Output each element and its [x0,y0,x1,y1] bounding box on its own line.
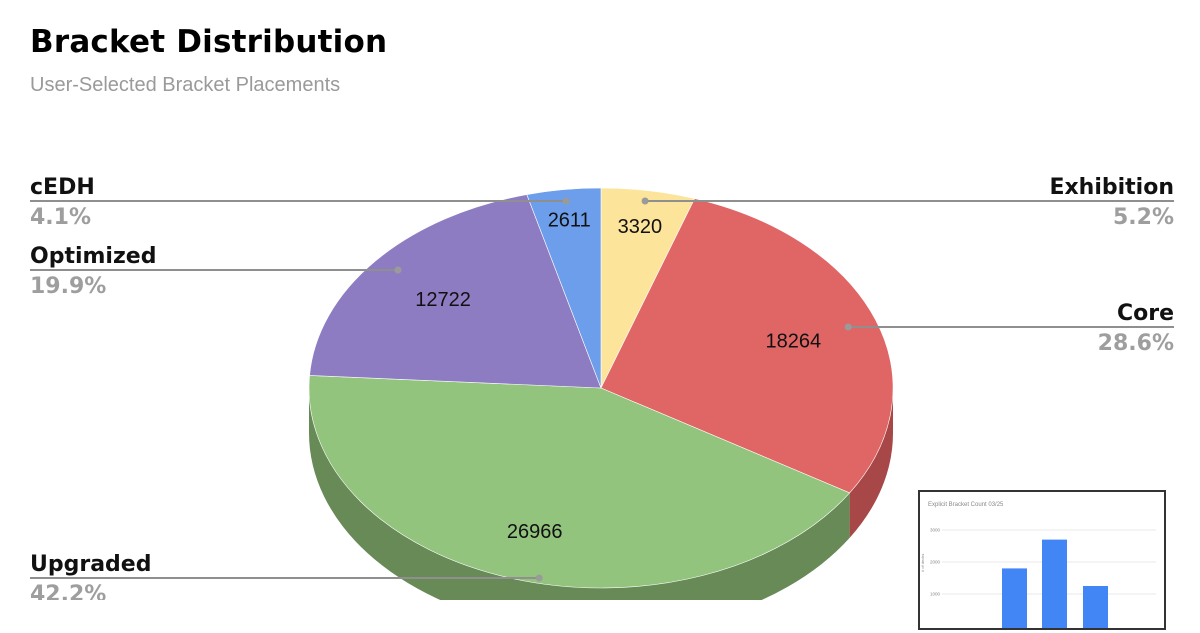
inset-bars [1002,539,1108,633]
inset-bar [1083,586,1108,633]
legend-name-upgraded: Upgraded [30,552,151,577]
callout-dot-exhibition [641,197,649,205]
inset-bar [1042,539,1067,633]
pie-chart: 3320 18264 26966 12722 2611 Exhibition 5.2% Co… [30,175,1174,600]
pie-value-upgraded: 26966 [507,521,563,543]
pie-sides [309,388,893,600]
legend-name-exhibition: Exhibition [1049,175,1174,200]
inset-y-tick: 2000 [930,560,941,565]
callout-dot-optimized [394,266,402,274]
pie-slice-cedh [526,187,602,389]
pie-top [308,187,894,589]
callout-dot-core [844,323,852,331]
pie-callouts: Exhibition 5.2% Core 28.6% Upgraded 42.2% Opti… [30,175,1174,600]
legend-name-core: Core [1117,301,1174,326]
page-subtitle: User-Selected Bracket Placements [30,74,341,96]
inset-chart-title: Explicit Bracket Count 03/25 [928,502,1004,508]
inset-y-axis-label: # of decks [920,554,925,572]
pie-slice-optimized [309,194,602,389]
callout-dot-upgraded [535,574,543,582]
pie-value-exhibition: 3320 [618,216,663,238]
pie-value-optimized: 12722 [415,289,471,311]
pie-value-cedh: 2611 [548,209,591,231]
inset-bar-chart: Explicit Bracket Count 03/25 3000 2000 100… [918,490,1166,633]
inset-y-tick: 3000 [930,528,941,533]
legend-percent-core: 28.6% [1098,331,1174,356]
callout-dot-cedh [562,197,570,205]
legend-percent-cedh: 4.1% [30,205,91,230]
legend-name-cedh: cEDH [30,175,95,200]
page-title: Bracket Distribution [30,24,388,60]
pie-side-upgraded [309,388,850,600]
inset-bar [1002,568,1027,633]
legend-percent-upgraded: 42.2% [30,582,106,600]
pie-side-core [849,388,893,538]
pie-value-core: 18264 [765,331,821,353]
inset-y-tick: 1000 [930,592,941,597]
pie-value-labels: 3320 18264 26966 12722 2611 [415,209,821,543]
legend-name-optimized: Optimized [30,244,156,269]
legend-percent-optimized: 19.9% [30,274,106,299]
legend-percent-exhibition: 5.2% [1113,205,1174,230]
pie-slice-core [600,198,894,494]
